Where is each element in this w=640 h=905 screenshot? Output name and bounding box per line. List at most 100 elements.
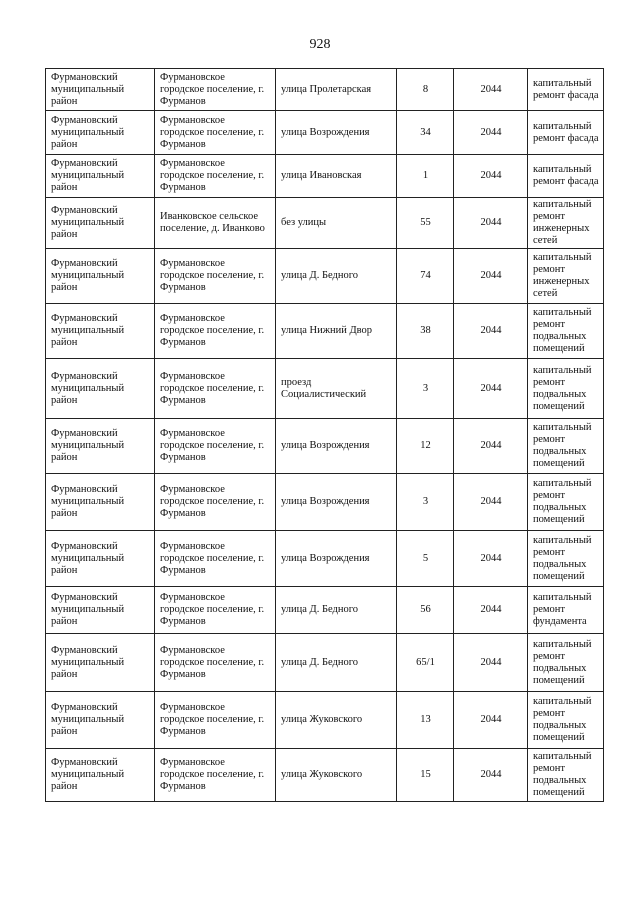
year-cell: 2044 [453, 68, 528, 111]
district-cell: Фурмановский муниципальный район [45, 530, 155, 587]
settlement-cell: Фурмановское городское поселение, г. Фур… [154, 358, 276, 419]
district-cell: Фурмановский муниципальный район [45, 691, 155, 749]
year-cell: 2044 [453, 197, 528, 249]
settlement-cell: Фурмановское городское поселение, г. Фур… [154, 303, 276, 359]
page-number: 928 [309, 37, 331, 52]
year-cell: 2044 [453, 303, 528, 359]
street-cell: без улицы [275, 197, 397, 249]
year-cell: 2044 [453, 418, 528, 474]
house-number-cell: 65/1 [396, 633, 454, 692]
street-cell: улица Жуковского [275, 691, 397, 749]
district-cell: Фурмановский муниципальный район [45, 68, 155, 111]
street-cell: улица Жуковского [275, 748, 397, 802]
year-cell: 2044 [453, 633, 528, 692]
work-type-cell: капитальный ремонт подвальных помещений [527, 691, 604, 749]
work-type-cell: капитальный ремонт подвальных помещений [527, 473, 604, 531]
table-row: Фурмановский муниципальный район Фурманов… [45, 473, 604, 531]
house-number-cell: 38 [396, 303, 454, 359]
settlement-cell: Фурмановское городское поселение, г. Фур… [154, 154, 276, 198]
work-type-cell: капитальный ремонт подвальных помещений [527, 303, 604, 359]
district-cell: Фурмановский муниципальный район [45, 748, 155, 802]
house-number-cell: 55 [396, 197, 454, 249]
district-cell: Фурмановский муниципальный район [45, 633, 155, 692]
house-number-cell: 15 [396, 748, 454, 802]
district-cell: Фурмановский муниципальный район [45, 197, 155, 249]
settlement-cell: Фурмановское городское поселение, г. Фур… [154, 418, 276, 474]
settlement-cell: Фурмановское городское поселение, г. Фур… [154, 110, 276, 155]
work-type-cell: капитальный ремонт фасада [527, 68, 604, 111]
table-row: Фурмановский муниципальный район Фурманов… [45, 248, 604, 304]
settlement-cell: Фурмановское городское поселение, г. Фур… [154, 633, 276, 692]
settlement-cell: Фурмановское городское поселение, г. Фур… [154, 530, 276, 587]
house-number-cell: 8 [396, 68, 454, 111]
house-number-cell: 3 [396, 358, 454, 419]
work-type-cell: капитальный ремонт подвальных помещений [527, 748, 604, 802]
table-row: Фурмановский муниципальный район Фурманов… [45, 633, 604, 692]
table-row: Фурмановский муниципальный район Фурманов… [45, 358, 604, 419]
year-cell: 2044 [453, 473, 528, 531]
house-number-cell: 74 [396, 248, 454, 304]
settlement-cell: Фурмановское городское поселение, г. Фур… [154, 748, 276, 802]
street-cell: улица Возрождения [275, 473, 397, 531]
house-number-cell: 1 [396, 154, 454, 198]
street-cell: улица Д. Бедного [275, 248, 397, 304]
house-number-cell: 3 [396, 473, 454, 531]
table-row: Фурмановский муниципальный район Фурманов… [45, 418, 604, 474]
table-row: Фурмановский муниципальный район Фурманов… [45, 68, 604, 111]
work-type-cell: капитальный ремонт инженерных сетей [527, 248, 604, 304]
table-row: Фурмановский муниципальный район Фурманов… [45, 154, 604, 198]
work-type-cell: капитальный ремонт подвальных помещений [527, 530, 604, 587]
house-number-cell: 5 [396, 530, 454, 587]
year-cell: 2044 [453, 748, 528, 802]
year-cell: 2044 [453, 586, 528, 634]
year-cell: 2044 [453, 530, 528, 587]
table-row: Фурмановский муниципальный район Фурманов… [45, 691, 604, 749]
house-number-cell: 13 [396, 691, 454, 749]
settlement-cell: Фурмановское городское поселение, г. Фур… [154, 691, 276, 749]
district-cell: Фурмановский муниципальный район [45, 110, 155, 155]
table-row: Фурмановский муниципальный район Иванковс… [45, 197, 604, 249]
street-cell: улица Нижний Двор [275, 303, 397, 359]
table-row: Фурмановский муниципальный район Фурманов… [45, 748, 604, 802]
table-row: Фурмановский муниципальный район Фурманов… [45, 110, 604, 155]
street-cell: улица Возрождения [275, 110, 397, 155]
settlement-cell: Фурмановское городское поселение, г. Фур… [154, 68, 276, 111]
year-cell: 2044 [453, 358, 528, 419]
street-cell: улица Пролетарская [275, 68, 397, 111]
year-cell: 2044 [453, 110, 528, 155]
work-type-cell: капитальный ремонт фундамента [527, 586, 604, 634]
work-type-cell: капитальный ремонт подвальных помещений [527, 418, 604, 474]
street-cell: улица Возрождения [275, 530, 397, 587]
district-cell: Фурмановский муниципальный район [45, 473, 155, 531]
street-cell: улица Д. Бедного [275, 586, 397, 634]
work-type-cell: капитальный ремонт фасада [527, 154, 604, 198]
house-number-cell: 34 [396, 110, 454, 155]
year-cell: 2044 [453, 248, 528, 304]
district-cell: Фурмановский муниципальный район [45, 154, 155, 198]
work-type-cell: капитальный ремонт инженерных сетей [527, 197, 604, 249]
district-cell: Фурмановский муниципальный район [45, 248, 155, 304]
house-number-cell: 56 [396, 586, 454, 634]
settlement-cell: Фурмановское городское поселение, г. Фур… [154, 248, 276, 304]
year-cell: 2044 [453, 691, 528, 749]
work-type-cell: капитальный ремонт подвальных помещений [527, 633, 604, 692]
settlement-cell: Фурмановское городское поселение, г. Фур… [154, 473, 276, 531]
table-row: Фурмановский муниципальный район Фурманов… [45, 303, 604, 359]
work-type-cell: капитальный ремонт подвальных помещений [527, 358, 604, 419]
table-row: Фурмановский муниципальный район Фурманов… [45, 530, 604, 587]
district-cell: Фурмановский муниципальный район [45, 418, 155, 474]
street-cell: улица Возрождения [275, 418, 397, 474]
year-cell: 2044 [453, 154, 528, 198]
settlement-cell: Фурмановское городское поселение, г. Фур… [154, 586, 276, 634]
street-cell: проезд Социалистический [275, 358, 397, 419]
district-cell: Фурмановский муниципальный район [45, 358, 155, 419]
work-type-cell: капитальный ремонт фасада [527, 110, 604, 155]
table-row: Фурмановский муниципальный район Фурманов… [45, 586, 604, 634]
street-cell: улица Ивановская [275, 154, 397, 198]
district-cell: Фурмановский муниципальный район [45, 303, 155, 359]
settlement-cell: Иванковское сельское поселение, д. Иванк… [154, 197, 276, 249]
street-cell: улица Д. Бедного [275, 633, 397, 692]
repair-schedule-table: Фурмановский муниципальный район Фурманов… [45, 68, 604, 802]
district-cell: Фурмановский муниципальный район [45, 586, 155, 634]
house-number-cell: 12 [396, 418, 454, 474]
